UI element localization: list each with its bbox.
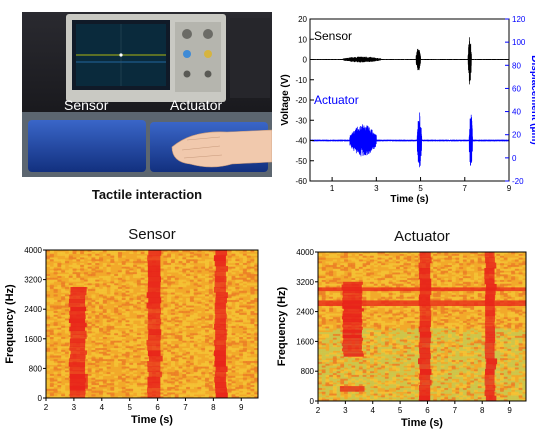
- y-tick-label: -60: [295, 177, 307, 186]
- photo-label-actuator: Actuator: [170, 97, 223, 113]
- y-tick-label: -10: [295, 76, 307, 85]
- y-tick-label: -40: [295, 137, 307, 146]
- y-axis-title: Frequency (Hz): [4, 284, 16, 364]
- x-tick-label: 2: [316, 406, 321, 415]
- x-tick-label: 3: [374, 184, 379, 193]
- x-tick-label: 6: [425, 406, 430, 415]
- time-band: [484, 252, 498, 402]
- time-band: [418, 252, 432, 402]
- x-tick-label: 9: [507, 406, 512, 415]
- y-tick-label: 0: [38, 394, 43, 403]
- actuator-spectrogram: 2 3 4 5 6 7 8 9 0 800 1600 2400 3200 4000 Time (s) Freq…: [276, 248, 527, 429]
- tactile-photo: Sensor Actuator: [22, 12, 272, 177]
- y2-tick-label: 60: [512, 84, 521, 93]
- actuator-displacement-trace: [309, 112, 510, 168]
- y-tick-label: -30: [295, 116, 307, 125]
- y2-tick-label: 120: [512, 15, 526, 24]
- y-tick-label: 4000: [24, 246, 42, 255]
- sensor-spectrogram-title: Sensor: [128, 226, 176, 243]
- sensor-spectrogram: 2 3 4 5 6 7 8 9 0 800 1600 2400 3200 4000 Time (s) Freq…: [4, 246, 259, 426]
- x-axis-title: Time (s): [401, 417, 443, 429]
- y2-axis-title: Displacement (μm): [529, 55, 535, 144]
- x-tick-label: 9: [507, 184, 512, 193]
- x-tick-label: 4: [371, 406, 376, 415]
- x-tick-label: 3: [343, 406, 348, 415]
- y-tick-label: -50: [295, 157, 307, 166]
- spectrogram-frame: [317, 251, 527, 402]
- x-tick-label: 2: [44, 403, 49, 412]
- photo-caption: Tactile interaction: [91, 187, 203, 202]
- y-tick-label: 2400: [296, 308, 314, 317]
- spectrogram-frame: [45, 249, 259, 399]
- x-axis-title: Time (s): [131, 414, 173, 426]
- y-axis-title: Frequency (Hz): [276, 286, 288, 366]
- sensor-voltage-trace: [309, 37, 510, 85]
- y2-tick-label: 20: [512, 131, 521, 140]
- time-band: [68, 287, 87, 399]
- y-tick-label: 0: [310, 397, 315, 406]
- y2-tick-label: 80: [512, 61, 521, 70]
- x-tick-label: 5: [398, 406, 403, 415]
- x-tick-label: 3: [72, 403, 77, 412]
- y-tick-label: 3200: [24, 276, 42, 285]
- sensor-pad: [28, 120, 146, 172]
- time-band: [341, 281, 364, 357]
- y-tick-label: 2400: [24, 305, 42, 314]
- y2-tick-label: 0: [512, 154, 517, 163]
- x-tick-label: 4: [100, 403, 105, 412]
- x-tick-label: 5: [127, 403, 132, 412]
- time-band: [213, 250, 228, 399]
- sensor-annotation: Sensor: [314, 29, 352, 43]
- actuator-spectrogram-title: Actuator: [394, 228, 450, 245]
- y-tick-label: -20: [295, 96, 307, 105]
- y-tick-label: 4000: [296, 248, 314, 257]
- x-tick-label: 1: [330, 184, 335, 193]
- y-tick-label: 1600: [296, 337, 314, 346]
- time-domain-chart: 1 3 5 7 9 -60 -50 -40 -30 -20 -10 0 10 20 -20 0 20 40 60 80…: [280, 15, 535, 205]
- y-tick-label: 800: [301, 367, 315, 376]
- x-tick-label: 8: [480, 406, 485, 415]
- actuator-annotation: Actuator: [314, 93, 359, 107]
- x-tick-label: 5: [418, 184, 423, 193]
- y-tick-label: 10: [298, 35, 307, 44]
- frequency-band: [339, 386, 365, 392]
- y2-tick-label: 40: [512, 108, 521, 117]
- y-axis-title: Voltage (V): [280, 74, 291, 125]
- x-tick-label: 6: [155, 403, 160, 412]
- y-tick-label: 1600: [24, 335, 42, 344]
- photo-label-sensor: Sensor: [64, 97, 109, 113]
- x-axis-title: Time (s): [390, 194, 428, 205]
- y2-tick-label: 100: [512, 38, 526, 47]
- x-tick-label: 7: [463, 184, 468, 193]
- y-tick-label: 20: [298, 15, 307, 24]
- x-tick-label: 9: [239, 403, 244, 412]
- x-tick-label: 7: [453, 406, 458, 415]
- y-tick-label: 800: [29, 364, 43, 373]
- y2-tick-label: -20: [512, 177, 524, 186]
- time-band: [146, 250, 163, 399]
- x-tick-label: 8: [211, 403, 216, 412]
- y-tick-label: 0: [303, 56, 308, 65]
- photo-scene: [22, 12, 272, 177]
- x-tick-label: 7: [183, 403, 188, 412]
- y-tick-label: 3200: [296, 278, 314, 287]
